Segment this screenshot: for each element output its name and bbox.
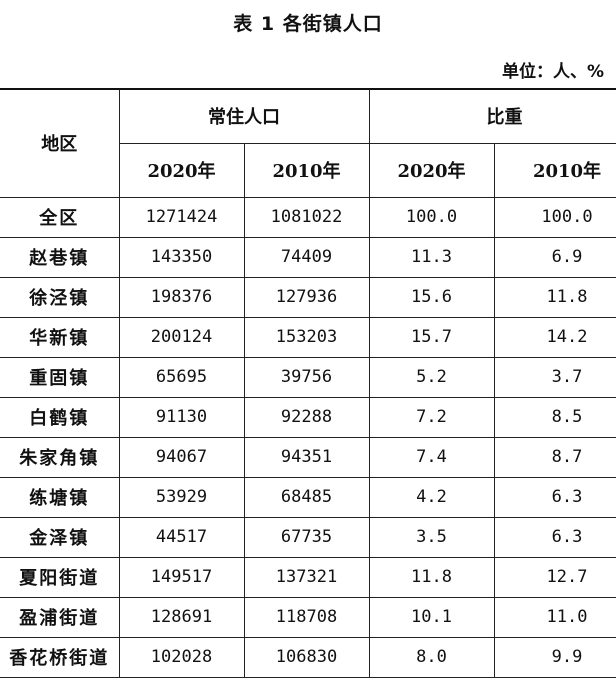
- pop-2010-cell: 39756: [243, 356, 370, 398]
- table-title: 表 1 各街镇人口: [233, 13, 383, 35]
- pop-2020-cell: 94067: [118, 436, 245, 478]
- share-2010-cell: 14.2: [493, 316, 616, 358]
- share-2020-cell: 10.1: [368, 596, 495, 638]
- pop-2010-cell: 68485: [243, 476, 370, 518]
- pop-2020-cell: 102028: [118, 636, 245, 678]
- share-2020-cell: 15.6: [368, 276, 495, 318]
- table-row: 华新镇 200124 153203 15.7 14.2: [0, 316, 616, 358]
- region-cell: 全区: [0, 196, 120, 238]
- region-cell: 白鹤镇: [0, 396, 120, 438]
- table-row: 全区 1271424 1081022 100.0 100.0: [0, 196, 616, 238]
- share-2010-cell: 11.8: [493, 276, 616, 318]
- pop-2010-cell: 127936: [243, 276, 370, 318]
- share-2020-cell: 7.4: [368, 436, 495, 478]
- share-2020-cell: 3.5: [368, 516, 495, 558]
- pop-2010-cell: 1081022: [243, 196, 370, 238]
- pop-2020-cell: 128691: [118, 596, 245, 638]
- region-cell: 华新镇: [0, 316, 120, 358]
- table-row: 赵巷镇 143350 74409 11.3 6.9: [0, 236, 616, 278]
- share-2020-cell: 100.0: [368, 196, 495, 238]
- pop-2020-cell: 91130: [118, 396, 245, 438]
- region-cell: 夏阳街道: [0, 556, 120, 598]
- pop-2020-cell: 143350: [118, 236, 245, 278]
- header-pop-2020: 2020年: [118, 142, 245, 198]
- region-cell: 盈浦街道: [0, 596, 120, 638]
- share-2020-cell: 8.0: [368, 636, 495, 678]
- pop-2010-cell: 153203: [243, 316, 370, 358]
- population-table: 地区 常住人口 比重 2020年 2010年 2020年 2010年 全区 127…: [0, 88, 616, 678]
- share-2010-cell: 6.9: [493, 236, 616, 278]
- pop-2020-cell: 198376: [118, 276, 245, 318]
- pop-2020-cell: 53929: [118, 476, 245, 518]
- table-row: 练塘镇 53929 68485 4.2 6.3: [0, 476, 616, 518]
- region-cell: 香花桥街道: [0, 636, 120, 678]
- header-share-group: 比重: [368, 88, 616, 144]
- pop-2010-cell: 106830: [243, 636, 370, 678]
- pop-2020-cell: 1271424: [118, 196, 245, 238]
- share-2010-cell: 6.3: [493, 476, 616, 518]
- pop-2010-cell: 92288: [243, 396, 370, 438]
- table-row: 香花桥街道 102028 106830 8.0 9.9: [0, 636, 616, 678]
- share-2020-cell: 5.2: [368, 356, 495, 398]
- pop-2020-cell: 44517: [118, 516, 245, 558]
- pop-2010-cell: 118708: [243, 596, 370, 638]
- pop-2010-cell: 137321: [243, 556, 370, 598]
- region-cell: 徐泾镇: [0, 276, 120, 318]
- share-2020-cell: 11.3: [368, 236, 495, 278]
- pop-2010-cell: 74409: [243, 236, 370, 278]
- region-cell: 重固镇: [0, 356, 120, 398]
- table-row: 重固镇 65695 39756 5.2 3.7: [0, 356, 616, 398]
- share-2020-cell: 7.2: [368, 396, 495, 438]
- share-2020-cell: 15.7: [368, 316, 495, 358]
- table-row: 夏阳街道 149517 137321 11.8 12.7: [0, 556, 616, 598]
- table-row: 盈浦街道 128691 118708 10.1 11.0: [0, 596, 616, 638]
- table-row: 白鹤镇 91130 92288 7.2 8.5: [0, 396, 616, 438]
- share-2010-cell: 6.3: [493, 516, 616, 558]
- header-pop-2010: 2010年: [243, 142, 370, 198]
- region-cell: 金泽镇: [0, 516, 120, 558]
- unit-label: 单位：人、%: [502, 62, 605, 82]
- pop-2010-cell: 94351: [243, 436, 370, 478]
- share-2010-cell: 3.7: [493, 356, 616, 398]
- header-share-2020: 2020年: [368, 142, 495, 198]
- region-cell: 赵巷镇: [0, 236, 120, 278]
- share-2010-cell: 100.0: [493, 196, 616, 238]
- header-share-2010: 2010年: [493, 142, 616, 198]
- region-cell: 朱家角镇: [0, 436, 120, 478]
- pop-2020-cell: 65695: [118, 356, 245, 398]
- table-row: 朱家角镇 94067 94351 7.4 8.7: [0, 436, 616, 478]
- pop-2020-cell: 149517: [118, 556, 245, 598]
- share-2010-cell: 9.9: [493, 636, 616, 678]
- pop-2010-cell: 67735: [243, 516, 370, 558]
- share-2020-cell: 4.2: [368, 476, 495, 518]
- share-2010-cell: 11.0: [493, 596, 616, 638]
- table-row: 金泽镇 44517 67735 3.5 6.3: [0, 516, 616, 558]
- region-cell: 练塘镇: [0, 476, 120, 518]
- share-2010-cell: 8.7: [493, 436, 616, 478]
- pop-2020-cell: 200124: [118, 316, 245, 358]
- header-region: 地区: [0, 88, 120, 198]
- header-population-group: 常住人口: [118, 88, 370, 144]
- share-2010-cell: 12.7: [493, 556, 616, 598]
- share-2010-cell: 8.5: [493, 396, 616, 438]
- table-body: 全区 1271424 1081022 100.0 100.0 赵巷镇 143350 74409…: [0, 196, 616, 678]
- table-row: 徐泾镇 198376 127936 15.6 11.8: [0, 276, 616, 318]
- share-2020-cell: 11.8: [368, 556, 495, 598]
